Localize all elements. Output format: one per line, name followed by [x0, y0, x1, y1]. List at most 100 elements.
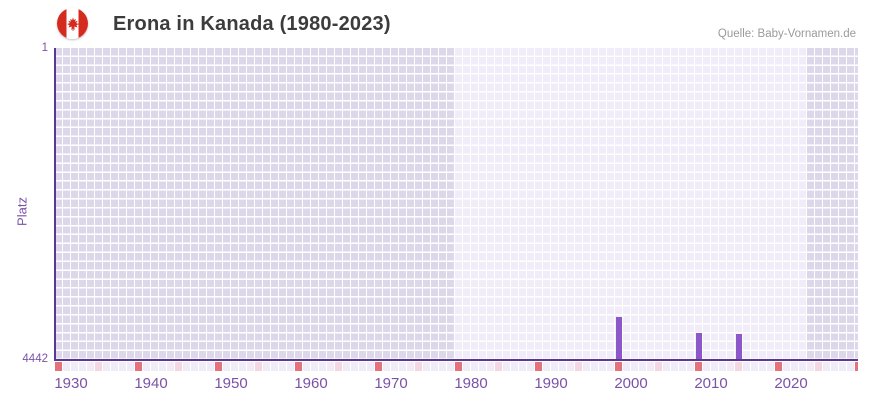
- grid-column: [503, 48, 511, 360]
- grid-column: [551, 48, 559, 360]
- strip-cell: [103, 362, 111, 371]
- strip-cell: [247, 362, 255, 371]
- strip-cell: [327, 362, 335, 371]
- strip-cell: [775, 362, 783, 371]
- strip-cell: [111, 362, 119, 371]
- strip-cell: [399, 362, 407, 371]
- strip-cell: [239, 362, 247, 371]
- maple-leaf-icon: [66, 16, 79, 31]
- grid-column: [303, 48, 311, 360]
- grid-column: [703, 48, 711, 360]
- grid-column: [479, 48, 487, 360]
- grid-column: [207, 48, 215, 360]
- grid-column: [631, 48, 639, 360]
- grid-column: [247, 48, 255, 360]
- strip-cell: [391, 362, 399, 371]
- strip-cell: [703, 362, 711, 371]
- strip-cell: [815, 362, 823, 371]
- grid-column: [599, 48, 607, 360]
- grid-column: [759, 48, 767, 360]
- grid-column: [287, 48, 295, 360]
- grid-column: [743, 48, 751, 360]
- grid-column: [407, 48, 415, 360]
- grid-column: [375, 48, 383, 360]
- strip-cell: [639, 362, 647, 371]
- strip-cell: [367, 362, 375, 371]
- strip-cell: [71, 362, 79, 371]
- grid-column: [279, 48, 287, 360]
- x-tick-label: 1990: [534, 375, 568, 392]
- strip-cell: [727, 362, 735, 371]
- strip-cell: [511, 362, 519, 371]
- grid-column: [111, 48, 119, 360]
- strip-cell: [823, 362, 831, 371]
- strip-cell: [583, 362, 591, 371]
- strip-cell: [471, 362, 479, 371]
- strip-cell: [591, 362, 599, 371]
- strip-cell: [791, 362, 799, 371]
- grid-column: [527, 48, 535, 360]
- grid-column: [383, 48, 391, 360]
- grid-column: [231, 48, 239, 360]
- strip-cell: [623, 362, 631, 371]
- grid-column: [183, 48, 191, 360]
- grid-column: [335, 48, 343, 360]
- grid-column: [143, 48, 151, 360]
- grid-column: [79, 48, 87, 360]
- grid-column: [719, 48, 727, 360]
- grid-column: [391, 48, 399, 360]
- strip-cell: [479, 362, 487, 371]
- grid-column: [647, 48, 655, 360]
- strip-cell: [671, 362, 679, 371]
- grid-column: [55, 48, 63, 360]
- grid-column: [447, 48, 455, 360]
- grid-column: [799, 48, 807, 360]
- grid-column: [535, 48, 543, 360]
- grid-column: [223, 48, 231, 360]
- grid-column: [519, 48, 527, 360]
- grid-column: [63, 48, 71, 360]
- strip-cell: [463, 362, 471, 371]
- strip-cell: [175, 362, 183, 371]
- grid-column: [271, 48, 279, 360]
- grid-column: [127, 48, 135, 360]
- grid-column: [423, 48, 431, 360]
- x-tick-label: 2000: [614, 375, 648, 392]
- grid-column: [191, 48, 199, 360]
- grid-column: [671, 48, 679, 360]
- grid-column: [655, 48, 663, 360]
- y-tick-top: 1: [41, 42, 48, 54]
- strip-cell: [599, 362, 607, 371]
- grid-column: [767, 48, 775, 360]
- grid-column: [727, 48, 735, 360]
- grid-column: [351, 48, 359, 360]
- strip-cell: [799, 362, 807, 371]
- rank-bar-2010: [695, 332, 703, 360]
- strip-cell: [655, 362, 663, 371]
- strip-cell: [263, 362, 271, 371]
- grid-column: [567, 48, 575, 360]
- source-credit: Quelle: Baby-Vornamen.de: [717, 28, 856, 40]
- grid-column: [87, 48, 95, 360]
- grid-column: [471, 48, 479, 360]
- grid-column: [319, 48, 327, 360]
- grid-column: [367, 48, 375, 360]
- strip-cell: [255, 362, 263, 371]
- strip-cell: [127, 362, 135, 371]
- grid-column: [823, 48, 831, 360]
- grid-column: [239, 48, 247, 360]
- grid-column: [831, 48, 839, 360]
- grid-column: [327, 48, 335, 360]
- grid-column: [559, 48, 567, 360]
- grid-column: [119, 48, 127, 360]
- strip-cell: [407, 362, 415, 371]
- strip-cell: [55, 362, 63, 371]
- strip-cell: [567, 362, 575, 371]
- strip-cell: [503, 362, 511, 371]
- grid-column: [839, 48, 847, 360]
- grid-column: [359, 48, 367, 360]
- strip-cell: [135, 362, 143, 371]
- x-tick-label: 1930: [54, 375, 88, 392]
- grid-column: [623, 48, 631, 360]
- grid-column: [855, 48, 858, 360]
